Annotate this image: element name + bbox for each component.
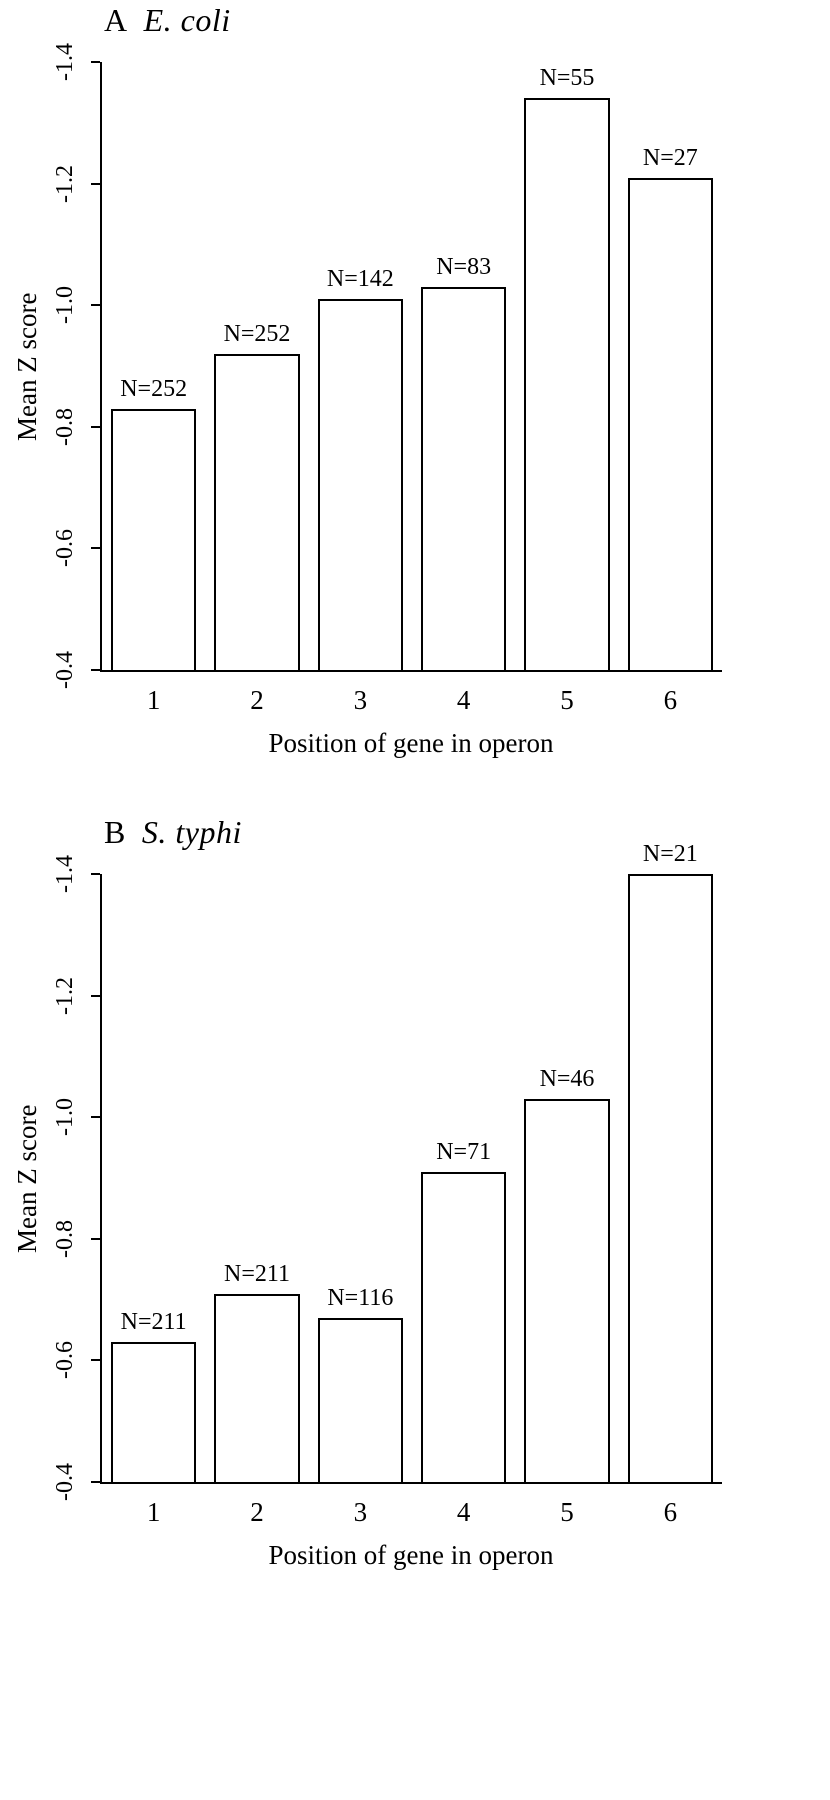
bar-count-label: N=83 — [436, 253, 492, 280]
bar-chart-styphi: -0.4 -0.6 -0.8 -1.0 -1.2 -1.4 N=211 1 N=211 2 N=11… — [52, 841, 722, 1527]
panel-letter: A — [104, 2, 128, 38]
bar-position-5 — [524, 98, 610, 670]
bar-position-2 — [214, 353, 300, 670]
bar-count-label: N=71 — [436, 1138, 492, 1165]
x-axis-label: Position of gene in operon — [268, 728, 554, 758]
y-tick — [91, 61, 100, 63]
y-tick-label: -1.4 — [52, 855, 78, 893]
bar-count-label: N=211 — [224, 1260, 290, 1287]
y-tick — [91, 994, 100, 997]
y-tick — [91, 873, 100, 875]
x-tick-label: 6 — [663, 1497, 678, 1527]
y-tick — [91, 547, 100, 550]
bar-position-1 — [111, 1342, 197, 1482]
bar-position-6 — [627, 177, 713, 670]
x-tick-label: 3 — [353, 1497, 368, 1527]
y-tick-label: -1.2 — [52, 976, 78, 1015]
y-tick — [91, 669, 100, 671]
bar-position-3 — [317, 299, 403, 670]
y-axis-label: Mean Z score — [12, 1104, 42, 1254]
y-tick-label: -1.4 — [52, 43, 78, 81]
x-tick-label: 4 — [456, 1497, 471, 1527]
bar-count-label: N=211 — [120, 1309, 187, 1336]
bar-count-label: N=21 — [642, 841, 698, 867]
y-tick — [91, 1237, 100, 1240]
x-tick-label: 4 — [456, 685, 471, 715]
y-tick — [91, 1481, 100, 1483]
bar-count-label: N=116 — [327, 1284, 394, 1311]
bar-position-4 — [421, 286, 507, 670]
x-axis-label: Position of gene in operon — [268, 1540, 554, 1570]
bar-count-label: N=46 — [539, 1065, 595, 1092]
x-tick-label: 1 — [146, 685, 161, 715]
x-tick-label: 3 — [353, 685, 368, 715]
panel-title: A E. coli — [104, 2, 231, 39]
y-tick — [91, 182, 100, 185]
y-axis-label: Mean Z score — [12, 292, 42, 442]
bar-position-4 — [421, 1171, 507, 1482]
panel-species-name: E. coli — [143, 2, 231, 38]
y-tick-label: -0.6 — [52, 529, 78, 568]
bar-position-1 — [111, 408, 197, 670]
bar-position-6 — [627, 874, 713, 1482]
y-tick-label: -0.8 — [52, 1219, 78, 1258]
y-tick-label: -0.8 — [52, 407, 78, 446]
y-tick-label: -0.4 — [52, 651, 78, 689]
x-tick-label: 5 — [560, 685, 574, 715]
bar-position-5 — [524, 1098, 610, 1482]
y-tick — [91, 304, 100, 307]
x-tick-label: 1 — [146, 1497, 161, 1527]
bar-count-label: N=252 — [120, 375, 188, 402]
panel-letter: B — [104, 814, 126, 850]
bar-count-label: N=27 — [642, 144, 698, 171]
bar-count-label: N=252 — [223, 320, 291, 347]
y-tick — [91, 1359, 100, 1362]
y-tick-label: -1.2 — [52, 164, 78, 203]
bar-count-label: N=55 — [539, 65, 595, 92]
panel-species-name: S. typhi — [141, 814, 242, 850]
y-tick — [91, 1116, 100, 1119]
y-tick-label: -0.4 — [52, 1463, 78, 1501]
x-tick-label: 2 — [250, 1497, 264, 1527]
y-tick — [91, 425, 100, 428]
y-tick-label: -1.0 — [52, 286, 78, 325]
panel-a-ecoli: A E. coli Mean Z score -0.4 -0.6 -0.8 -1.0 -1… — [0, 0, 830, 780]
panel-b-styphi: B S. typhi Mean Z score -0.4 -0.6 -0.8 -1.0-… — [0, 812, 830, 1592]
y-tick-label: -1.0 — [52, 1098, 78, 1137]
x-tick-label: 6 — [663, 685, 678, 715]
x-tick-label: 5 — [560, 1497, 574, 1527]
panel-title: B S. typhi — [104, 814, 242, 851]
bar-chart-ecoli: -0.4 -0.6 -0.8 -1.0 -1.2 -1.4 N=252 1 N=252 2 N=14… — [52, 43, 722, 715]
bar-position-3 — [317, 1317, 403, 1482]
y-tick-label: -0.6 — [52, 1341, 78, 1380]
bar-position-2 — [214, 1293, 300, 1482]
x-tick-label: 2 — [250, 685, 264, 715]
bar-count-label: N=142 — [326, 266, 394, 293]
